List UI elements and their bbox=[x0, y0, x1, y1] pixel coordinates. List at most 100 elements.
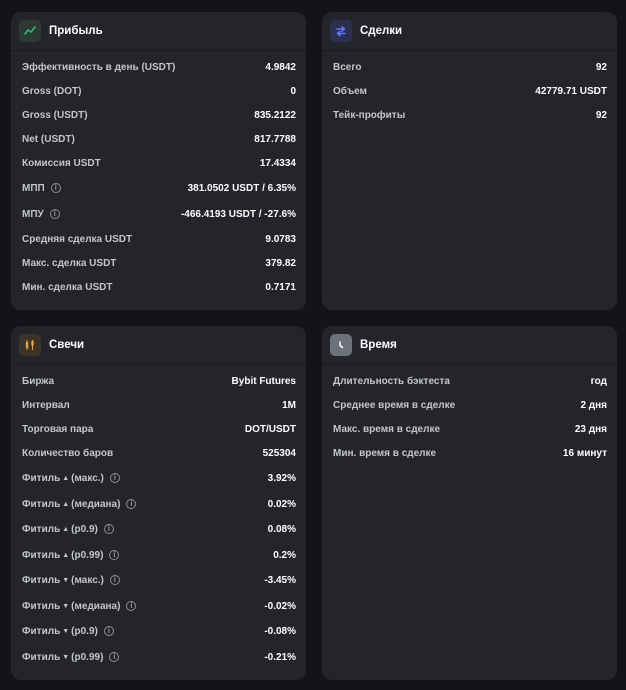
line-chart-icon bbox=[19, 20, 41, 42]
row-value: 92 bbox=[595, 61, 607, 73]
info-icon[interactable]: i bbox=[126, 499, 137, 509]
row-value: -0.02% bbox=[264, 600, 296, 612]
row-label: Фитиль bbox=[22, 498, 61, 510]
row-label: Мин. время в сделке bbox=[333, 447, 437, 459]
candles-row: Фитиль ▲ (медиана) i 0.02% bbox=[11, 496, 306, 512]
row-value: -0.21% bbox=[264, 651, 296, 663]
arrow-down-icon: ▼ bbox=[62, 602, 70, 610]
row-label: Фитиль bbox=[22, 651, 61, 663]
time-card: Время Длительность бэктеста год Среднее в… bbox=[322, 326, 617, 680]
row-value: 92 bbox=[595, 109, 607, 121]
row-value: 0.7171 bbox=[265, 281, 296, 293]
row-label-suffix: (макс.) bbox=[71, 574, 104, 586]
row-label: Gross (USDT) bbox=[22, 109, 88, 121]
arrow-down-icon: ▼ bbox=[62, 576, 70, 584]
profit-row: Gross (USDT) 835.2122 bbox=[11, 107, 306, 123]
profit-row: Эффективность в день (USDT) 4.9842 bbox=[11, 59, 306, 75]
row-label: Макс. время в сделке bbox=[333, 423, 441, 435]
candles-card: Свечи Биржа Bybit Futures Интервал 1M Торг… bbox=[11, 326, 306, 680]
clock-icon bbox=[330, 334, 352, 356]
row-value: -3.45% bbox=[264, 574, 296, 586]
row-label: Среднее время в сделке bbox=[333, 399, 456, 411]
arrow-up-icon: ▲ bbox=[62, 551, 70, 559]
info-icon[interactable]: i bbox=[109, 550, 120, 560]
row-label: Gross (DOT) bbox=[22, 85, 82, 97]
row-label: Эффективность в день (USDT) bbox=[22, 61, 176, 73]
arrow-down-icon: ▼ bbox=[62, 653, 70, 661]
row-value: 2 дня bbox=[580, 399, 607, 411]
row-label: Фитиль bbox=[22, 574, 61, 586]
row-label-suffix: (медиана) bbox=[71, 600, 121, 612]
info-icon[interactable]: i bbox=[49, 209, 60, 219]
row-value: 0.02% bbox=[267, 498, 296, 510]
row-label: Комиссия USDT bbox=[22, 157, 101, 169]
row-value: 3.92% bbox=[267, 472, 296, 484]
time-card-header: Время bbox=[322, 326, 617, 365]
row-value: 0 bbox=[290, 85, 296, 97]
candles-card-header: Свечи bbox=[11, 326, 306, 365]
info-icon[interactable]: i bbox=[126, 601, 137, 611]
row-label: Мин. сделка USDT bbox=[22, 281, 113, 293]
candles-card-title: Свечи bbox=[49, 339, 85, 351]
arrow-up-icon: ▲ bbox=[62, 525, 70, 533]
row-value: 817.7788 bbox=[254, 133, 296, 145]
deals-row: Объем 42779.71 USDT bbox=[322, 83, 617, 99]
row-label: Количество баров bbox=[22, 447, 114, 459]
profit-card-header: Прибыль bbox=[11, 12, 306, 51]
row-label: Фитиль bbox=[22, 625, 61, 637]
row-label: Net (USDT) bbox=[22, 133, 75, 145]
row-label: Фитиль bbox=[22, 600, 61, 612]
row-label: Фитиль bbox=[22, 472, 61, 484]
row-value: 4.9842 bbox=[265, 61, 296, 73]
profit-row: Gross (DOT) 0 bbox=[11, 83, 306, 99]
swap-arrows-icon bbox=[330, 20, 352, 42]
row-value: DOT/USDT bbox=[244, 423, 296, 435]
row-value: Bybit Futures bbox=[231, 375, 296, 387]
time-row: Среднее время в сделке 2 дня bbox=[322, 397, 617, 413]
row-label-suffix: (p0.99) bbox=[71, 651, 104, 663]
candles-row: Фитиль ▼ (p0.99) i -0.21% bbox=[11, 649, 306, 665]
deals-card: Сделки Всего 92 Объем 42779.71 USDT Тейк-п… bbox=[322, 12, 617, 310]
row-label: Торговая пара bbox=[22, 423, 94, 435]
row-value: 0.08% bbox=[267, 523, 296, 535]
row-value: 1M bbox=[282, 399, 296, 411]
row-value: 16 минут bbox=[562, 447, 607, 459]
candles-row: Фитиль ▲ (макс.) i 3.92% bbox=[11, 470, 306, 486]
candles-row: Биржа Bybit Futures bbox=[11, 373, 306, 389]
info-icon[interactable]: i bbox=[109, 652, 120, 662]
row-label: Биржа bbox=[22, 375, 55, 387]
arrow-up-icon: ▲ bbox=[62, 500, 70, 508]
candles-row: Фитиль ▼ (p0.9) i -0.08% bbox=[11, 623, 306, 639]
info-icon[interactable]: i bbox=[109, 575, 120, 585]
info-icon[interactable]: i bbox=[103, 626, 114, 636]
row-label: МПП bbox=[22, 182, 45, 194]
profit-row: Комиссия USDT 17.4334 bbox=[11, 155, 306, 171]
row-label: Длительность бэктеста bbox=[333, 375, 450, 387]
candles-row: Фитиль ▲ (p0.99) i 0.2% bbox=[11, 547, 306, 563]
row-label-suffix: (p0.9) bbox=[71, 625, 98, 637]
row-value: год bbox=[590, 375, 607, 387]
candles-row: Количество баров 525304 bbox=[11, 445, 306, 461]
info-icon[interactable]: i bbox=[109, 473, 120, 483]
row-label: МПУ bbox=[22, 208, 44, 220]
row-label: Фитиль bbox=[22, 523, 61, 535]
row-value: 0.2% bbox=[273, 549, 296, 561]
row-label: Всего bbox=[333, 61, 362, 73]
row-label: Интервал bbox=[22, 399, 70, 411]
info-icon[interactable]: i bbox=[50, 183, 61, 193]
row-value: 9.0783 bbox=[265, 233, 296, 245]
deals-card-title: Сделки bbox=[360, 25, 403, 37]
row-label: Фитиль bbox=[22, 549, 61, 561]
row-label: Макс. сделка USDT bbox=[22, 257, 117, 269]
info-icon[interactable]: i bbox=[103, 524, 114, 534]
row-value: 17.4334 bbox=[259, 157, 296, 169]
row-value: -0.08% bbox=[264, 625, 296, 637]
candles-row: Фитиль ▼ (макс.) i -3.45% bbox=[11, 572, 306, 588]
candles-row: Торговая пара DOT/USDT bbox=[11, 421, 306, 437]
row-value: -466.4193 USDT / -27.6% bbox=[180, 208, 296, 220]
arrow-down-icon: ▼ bbox=[62, 627, 70, 635]
row-value: 42779.71 USDT bbox=[535, 85, 607, 97]
row-value: 835.2122 bbox=[254, 109, 296, 121]
time-row: Длительность бэктеста год bbox=[322, 373, 617, 389]
profit-row: МПУ i -466.4193 USDT / -27.6% bbox=[11, 206, 306, 222]
